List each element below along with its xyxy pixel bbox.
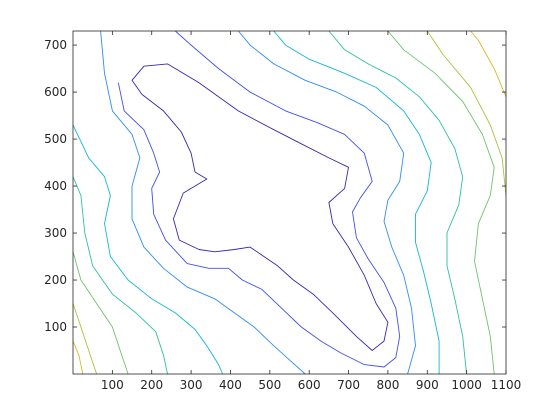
x-tick-label-1100: 1100 [491,378,522,392]
y-tick-label-500: 500 [44,132,67,146]
x-tick-label-700: 700 [337,378,360,392]
x-tick-label-1000: 1000 [451,378,482,392]
x-tick-label-400: 400 [219,378,242,392]
axis-ticks: 100 200 300 400 500 600 700 800 900 1000 1100 100 20… [44,31,521,392]
x-tick-label-300: 300 [180,378,203,392]
contour-line-level-5-7 [328,30,468,375]
contour-line-level-7-11 [426,30,507,196]
contour-line-level-4-5 [273,30,440,374]
x-tick-label-800: 800 [376,378,399,392]
y-tick-label-600: 600 [44,85,67,99]
contour-line-level-1-0 [131,63,389,351]
plot-area [73,31,506,374]
contour-line-level-6-8 [72,251,129,375]
contour-line-level-5-6 [72,176,168,375]
contour-line-level-8-12 [72,340,84,375]
x-tick-label-500: 500 [258,378,281,392]
contour-line-level-2-1 [117,30,401,368]
contour-layer [72,30,507,375]
y-tick-label-200: 200 [44,273,67,287]
x-tick-label-900: 900 [416,378,439,392]
y-tick-label-400: 400 [44,179,67,193]
y-tick-label-300: 300 [44,226,67,240]
x-tick-label-600: 600 [298,378,321,392]
contour-line-level-6-9 [387,30,495,375]
x-tick-label-100: 100 [101,378,124,392]
x-tick-label-200: 200 [140,378,163,392]
contour-line-level-3-3 [237,30,416,375]
y-tick-label-100: 100 [44,320,67,334]
contour-line-level-8-13 [470,30,507,97]
contour-line-level-7-10 [72,303,98,375]
contour-line-level-3-2 [100,30,306,375]
plot-frame [72,30,507,375]
y-tick-label-700: 700 [44,38,67,52]
contour-line-level-4-4 [72,124,224,375]
